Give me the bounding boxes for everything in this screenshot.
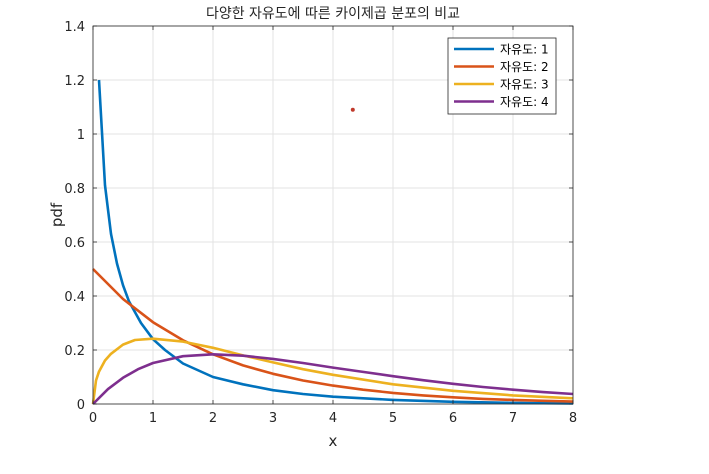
series-2-point <box>392 392 394 394</box>
y-tick-label: 1.2 <box>64 74 85 89</box>
series-3-point <box>452 390 454 392</box>
y-tick-label: 0.8 <box>64 182 85 197</box>
series-1-point <box>212 376 214 378</box>
series-3-point <box>152 337 154 339</box>
series-3-point <box>182 340 184 342</box>
y-axis-title: pdf <box>48 202 66 227</box>
y-tick-label: 0.2 <box>64 344 85 359</box>
legend-label-4: 자유도: 4 <box>500 95 549 109</box>
series-1-point <box>140 322 142 324</box>
series-4-point <box>182 355 184 357</box>
series-1-point <box>164 349 166 351</box>
series-2-point <box>482 398 484 400</box>
series-line-2 <box>92 268 574 403</box>
series-4-point <box>392 375 394 377</box>
x-tick-label: 0 <box>89 411 97 426</box>
series-4-point <box>122 377 124 379</box>
series-1-point <box>302 393 304 395</box>
series-4-point <box>137 368 139 370</box>
series-line-3 <box>91 337 574 405</box>
series-1-point <box>104 184 106 186</box>
series-3-point <box>512 394 514 396</box>
series-1-point <box>122 284 124 286</box>
series-4-point <box>107 388 109 390</box>
series-1-point <box>242 383 244 385</box>
series-3-point <box>110 353 112 355</box>
series-3-point <box>302 368 304 370</box>
series-4-point <box>302 362 304 364</box>
x-tick-label: 3 <box>269 411 277 426</box>
series-4-point <box>152 362 154 364</box>
x-tick-label: 5 <box>389 411 397 426</box>
series-1-point <box>182 362 184 364</box>
series-1-point <box>98 79 100 81</box>
series-4-point <box>542 391 544 393</box>
legend-label-3: 자유도: 3 <box>500 78 549 92</box>
x-tick-label: 1 <box>149 411 157 426</box>
series-2-point <box>302 379 304 381</box>
series-3-point <box>104 359 106 361</box>
y-tick-label: 0 <box>77 398 85 413</box>
series-1-point <box>332 396 334 398</box>
ticks: 0 1 2 3 4 5 6 7 8 0 0.2 0.4 0.6 0.8 1 1.2 1.4 <box>64 20 577 426</box>
series-4-point <box>482 386 484 388</box>
x-tick-label: 4 <box>329 411 337 426</box>
series-4-point <box>362 371 364 373</box>
series-4-point <box>512 388 514 390</box>
legend: 자유도: 1 자유도: 2 자유도: 3 자유도: 4 <box>447 37 557 115</box>
series-3-point <box>134 339 136 341</box>
series-3-point <box>332 374 334 376</box>
series-4-point <box>422 379 424 381</box>
series-4-point <box>242 354 244 356</box>
series-2-point <box>422 394 424 396</box>
legend-label-2: 자유도: 2 <box>500 60 549 74</box>
series-4-point <box>272 358 274 360</box>
annotation-point <box>350 107 355 112</box>
x-tick-label: 8 <box>569 411 577 426</box>
y-tick-label: 1.4 <box>64 20 85 35</box>
x-tick-label: 6 <box>449 411 457 426</box>
series-2-point <box>452 396 454 398</box>
series-2-point <box>332 384 334 386</box>
y-tick-label: 0.6 <box>64 236 85 251</box>
series-lines <box>91 79 574 405</box>
series-3-point <box>272 361 274 363</box>
series-4-point <box>452 383 454 385</box>
chart-title: 다양한 자유도에 따른 카이제곱 분포의 비교 <box>206 6 460 22</box>
series-2-point <box>242 364 244 366</box>
x-tick-label: 7 <box>509 411 517 426</box>
x-tick-label: 2 <box>209 411 217 426</box>
series-3-point <box>98 370 100 372</box>
series-4-point <box>212 353 214 355</box>
x-axis-title: x <box>329 432 338 450</box>
annotations <box>350 107 355 112</box>
series-4-point <box>332 366 334 368</box>
series-3-point <box>122 343 124 345</box>
series-3-point <box>212 347 214 349</box>
series-1-point <box>116 262 118 264</box>
series-2-point <box>152 321 154 323</box>
series-2-point <box>362 388 364 390</box>
series-line-4 <box>92 352 574 405</box>
series-line-1 <box>97 79 574 405</box>
series-1-point <box>110 233 112 235</box>
series-3-point <box>95 379 97 381</box>
series-2-point <box>272 373 274 375</box>
series-2-point <box>122 298 124 300</box>
y-tick-label: 0.4 <box>64 290 85 305</box>
y-tick-label: 1 <box>77 128 85 143</box>
legend-label-1: 자유도: 1 <box>500 43 549 57</box>
series-1-point <box>272 389 274 391</box>
series-2-point <box>542 400 544 402</box>
series-3-point <box>392 383 394 385</box>
